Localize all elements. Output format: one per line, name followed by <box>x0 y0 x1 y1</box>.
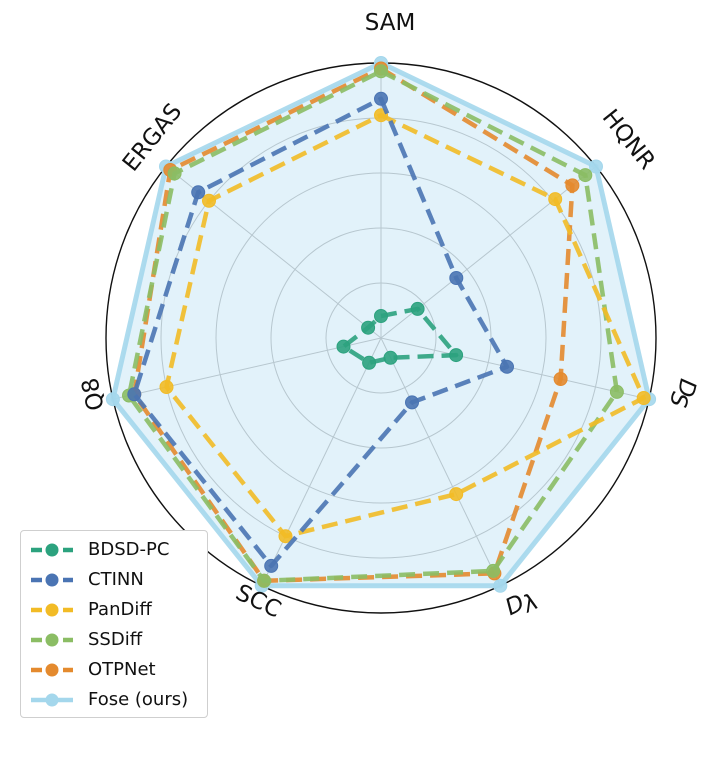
legend-label-pandiff: PanDiff <box>88 599 152 620</box>
series-line-fose-ours <box>110 60 652 589</box>
point-ssdiff-d <box>486 563 501 578</box>
point-ctinn-hqnr <box>449 271 464 285</box>
point-bdsd-pc-sam <box>374 309 388 323</box>
legend-swatch-bdsd-pc <box>31 543 73 557</box>
point-otpnet-hqnr <box>565 178 580 193</box>
axis-label-hqnr: HQNR <box>597 105 660 175</box>
point-pandiff-q8 <box>159 380 174 394</box>
legend-swatch-fose <box>31 693 73 707</box>
series-pandiff <box>159 108 651 544</box>
point-ctinn-sam <box>374 91 388 106</box>
legend-label-ctinn: CTINN <box>88 569 144 590</box>
legend-swatch-ssdiff <box>31 633 73 647</box>
point-fose-ours-hqnr <box>589 159 603 174</box>
point-otpnet-d-s <box>553 372 568 386</box>
series-line-ctinn <box>132 96 510 569</box>
point-ssdiff-d-s <box>609 384 624 399</box>
axis-label-sam: SAM <box>365 10 416 36</box>
legend-label-fose: Fose (ours) <box>88 689 189 710</box>
axis-spoke-d-s <box>380 337 650 400</box>
series-line-ssdiff <box>126 69 620 584</box>
series-fill-fose-ours <box>112 63 650 586</box>
point-pandiff-hqnr <box>548 192 563 207</box>
point-ssdiff-sam <box>374 64 388 79</box>
point-ctinn-ergas <box>191 185 206 200</box>
point-bdsd-pc-hqnr <box>410 301 425 316</box>
point-pandiff-ergas <box>202 193 216 208</box>
legend-item-otpnet: OTPNet <box>21 655 207 685</box>
axis-label-ds-sub: S <box>664 389 693 409</box>
point-ctinn-d <box>405 395 419 410</box>
legend-item-ssdiff: SSDiff <box>21 625 207 655</box>
series-layer <box>105 56 657 593</box>
axis-spoke-scc <box>261 337 382 586</box>
axis-spoke-d <box>380 337 501 586</box>
axis-label-ds: D S <box>664 376 701 409</box>
axis-spoke-q8 <box>112 337 382 400</box>
point-ssdiff-scc <box>257 573 272 588</box>
point-ssdiff-hqnr <box>578 168 593 183</box>
point-bdsd-pc-scc <box>362 355 377 370</box>
series-ssdiff <box>122 64 624 588</box>
point-fose-ours-d <box>493 578 508 593</box>
point-pandiff-scc <box>278 529 293 544</box>
legend-label-ssdiff: SSDiff <box>88 629 143 650</box>
point-bdsd-pc-q8 <box>336 339 351 354</box>
fill-layer <box>112 63 650 586</box>
point-pandiff-d <box>449 487 464 502</box>
legend-label-bdsd-pc: BDSD-PC <box>88 539 170 560</box>
point-ctinn-d-s <box>500 359 514 374</box>
legend-label-otpnet: OTPNet <box>88 659 156 680</box>
axis-label-q8: Q8 <box>77 375 110 413</box>
legend-item-pandiff: PanDiff <box>21 595 207 625</box>
point-fose-ours-q8 <box>105 392 120 407</box>
legend-item-bdsd-pc: BDSD-PC <box>21 535 207 565</box>
axis-label-dlambda: D λ <box>501 589 542 621</box>
point-bdsd-pc-d <box>383 350 398 365</box>
point-bdsd-pc-ergas <box>361 320 376 335</box>
legend-item-ctinn: CTINN <box>21 565 207 595</box>
legend-swatch-pandiff <box>31 603 73 617</box>
series-line-pandiff <box>164 112 646 539</box>
point-ssdiff-ergas <box>167 166 182 181</box>
axis-label-ds-main: D <box>671 376 700 399</box>
point-bdsd-pc-d-s <box>449 348 464 363</box>
legend: BDSD-PC CTINN PanDiff SSDiff OTPNet <box>20 530 208 718</box>
point-pandiff-d-s <box>636 391 651 405</box>
point-ctinn-q8 <box>127 387 142 402</box>
series-bdsd-pc <box>336 301 464 370</box>
legend-swatch-ctinn <box>31 573 73 587</box>
legend-swatch-otpnet <box>31 663 73 677</box>
series-ctinn <box>127 91 514 573</box>
legend-item-fose: Fose (ours) <box>21 685 207 715</box>
point-ctinn-scc <box>264 558 279 573</box>
